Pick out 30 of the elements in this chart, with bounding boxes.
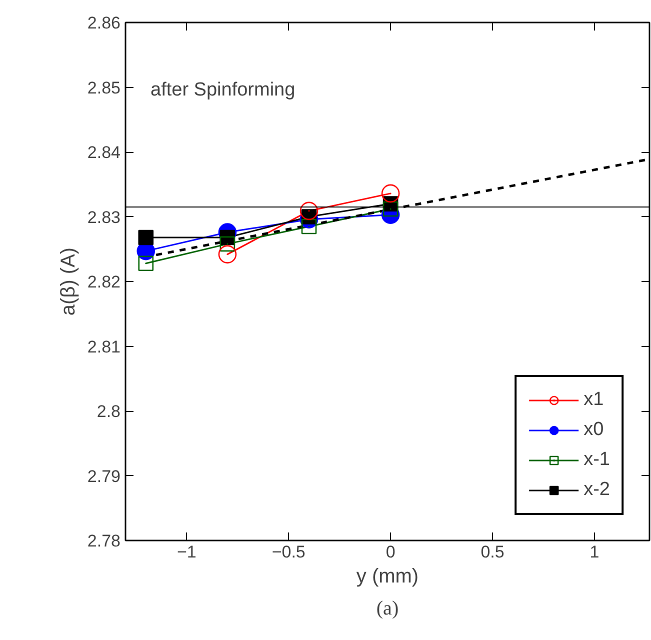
point [218, 245, 237, 264]
point [381, 184, 400, 203]
x-tick-label: 0.5 [480, 542, 504, 562]
y-tick-label: 2.84 [87, 143, 121, 162]
annotation: after Spinforming [150, 80, 296, 100]
y-tick-label: 2.8 [96, 402, 121, 421]
legend-label: x0 [584, 419, 604, 441]
x-axis-title: y (mm) [356, 566, 419, 588]
y-tick-label: 2.86 [87, 14, 121, 32]
x-tick-label: 1 [590, 542, 600, 562]
y-tick-label: 2.83 [87, 208, 121, 227]
point [138, 230, 154, 246]
x-tick-label: −0.5 [272, 542, 306, 562]
x-tick-label: 0 [386, 542, 396, 562]
point [138, 256, 154, 272]
point [220, 236, 236, 252]
point [382, 201, 398, 217]
y-tick-label: 2.81 [87, 337, 121, 356]
legend-label: x-2 [584, 479, 610, 501]
y-tick-label: 2.85 [87, 78, 121, 98]
x-tick-label: −1 [176, 542, 196, 562]
y-tick-label: 2.82 [87, 272, 121, 292]
y-axis-title: a(β) (A) [57, 247, 80, 316]
point [300, 202, 318, 220]
text: (a) [376, 598, 399, 620]
point [301, 218, 317, 234]
y-tick-label: 2.78 [87, 532, 121, 550]
legend-label: x-1 [584, 449, 610, 471]
y-tick-label: 2.79 [87, 466, 121, 486]
legend-label: x1 [584, 389, 604, 411]
